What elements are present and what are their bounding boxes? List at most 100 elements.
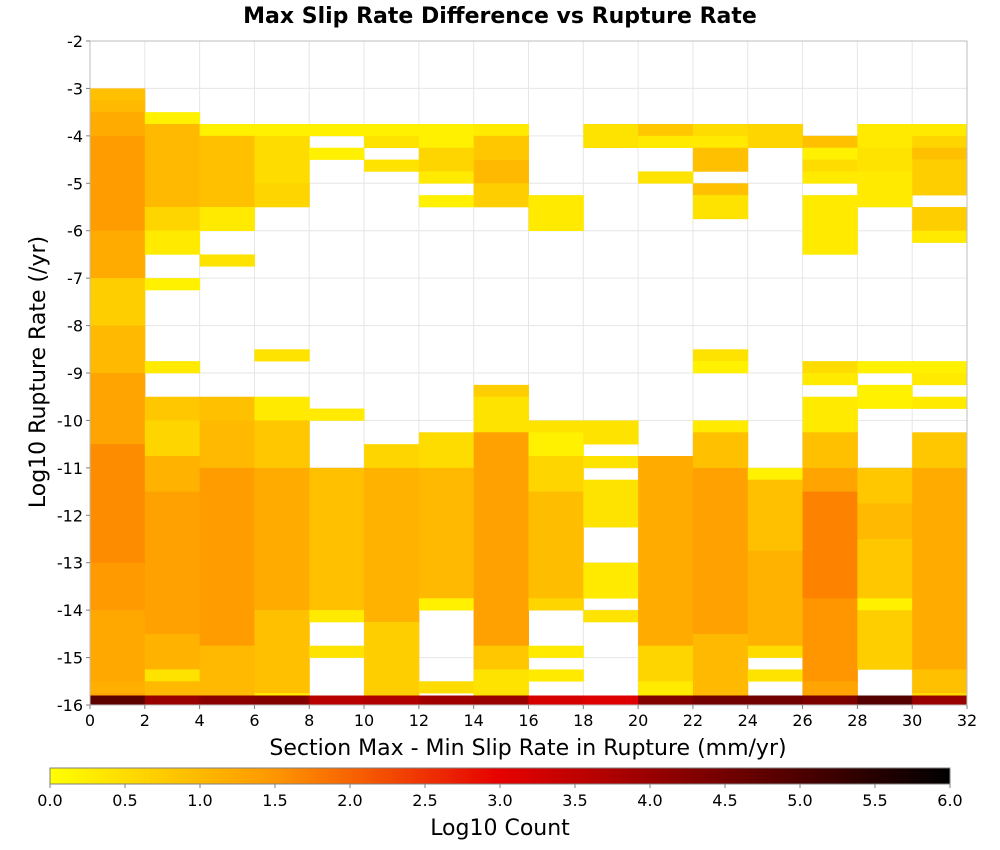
heatmap-cell (583, 610, 639, 623)
heatmap-cell (528, 491, 584, 599)
heatmap-cell (747, 467, 804, 481)
heatmap-cell (692, 124, 749, 137)
colorbar-tick-labels: 0.0 0.5 1.0 1.5 2.0 2.5 3.0 3.5 4.0 4.5 5.0 5.5 6.0 (37, 784, 963, 810)
heatmap-cell (857, 598, 913, 611)
heatmap-cell (857, 503, 913, 540)
heatmap-cell (692, 135, 749, 149)
colorbar-tick-label: 6.0 (937, 791, 962, 810)
heatmap-cell (199, 396, 255, 421)
heatmap-cell (473, 396, 529, 433)
heatmap-cell (418, 681, 475, 694)
heatmap-cell (254, 349, 310, 362)
heatmap-cell-bottom (528, 695, 584, 705)
heatmap-cell (418, 147, 475, 172)
heatmap-cell (692, 467, 749, 635)
heatmap-cell-bottom (747, 695, 804, 705)
y-tick-label: -12 (57, 506, 83, 525)
y-tick-label: -4 (67, 127, 83, 146)
x-tick-label: 20 (628, 711, 648, 730)
x-tick-label: 2 (140, 711, 150, 730)
heatmap-cell (692, 349, 749, 362)
y-tick-label: -3 (67, 79, 83, 98)
heatmap-cell (418, 195, 475, 208)
x-tick-labels: 0 2 4 6 8 10 12 14 16 18 20 22 24 26 28 30 32 (85, 705, 977, 730)
heatmap-cell (747, 124, 804, 149)
heatmap-cell (199, 135, 255, 208)
heatmap-cell-bottom (692, 695, 749, 705)
heatmap-cell (583, 420, 639, 445)
colorbar-tick-label: 3.0 (487, 791, 512, 810)
heatmap-cell (912, 373, 968, 386)
y-tick-label: -9 (67, 364, 83, 383)
heatmap-cell (90, 100, 146, 113)
colorbar-tick-label: 5.0 (787, 791, 812, 810)
heatmap-cell (747, 550, 804, 647)
heatmap-cell (802, 147, 858, 160)
heatmap-cell (857, 124, 913, 149)
y-tick-label: -5 (67, 174, 83, 193)
heatmap-cell (144, 456, 201, 492)
heatmap-cell (254, 610, 310, 694)
heatmap-cell (912, 124, 968, 137)
x-tick-label: 10 (354, 711, 374, 730)
heatmap-cell (309, 408, 365, 421)
heatmap-cell (309, 147, 365, 160)
heatmap-cell-bottom (199, 695, 255, 705)
colorbar-label: Log10 Count (430, 816, 570, 841)
x-axis-label: Section Max - Min Slip Rate in Rupture (… (269, 736, 786, 761)
heatmap-cell (802, 467, 858, 492)
heatmap-cell (418, 598, 475, 611)
heatmap-cell (418, 124, 475, 149)
heatmap-cell (638, 456, 694, 647)
x-tick-label: 18 (573, 711, 593, 730)
heatmap-cell (254, 183, 310, 208)
x-tick-label: 6 (249, 711, 259, 730)
colorbar-tick-label: 3.5 (562, 791, 587, 810)
heatmap-cell (692, 147, 749, 172)
heatmap-cell (309, 645, 365, 658)
heatmap-cell (638, 135, 694, 149)
heatmap-cell (912, 159, 968, 196)
colorbar-tick-label: 1.5 (262, 791, 287, 810)
heatmap-cell (90, 112, 146, 137)
heatmap-cell (747, 479, 804, 552)
x-tick-label: 24 (738, 711, 758, 730)
heatmap-cell (473, 645, 529, 670)
heatmap-cell (912, 467, 968, 670)
x-tick-label: 28 (847, 711, 867, 730)
heatmap-cell (473, 183, 529, 208)
y-axis-label: Log10 Rupture Rate (/yr) (26, 236, 51, 508)
heatmap-cell (144, 230, 201, 255)
heatmap-cell (912, 207, 968, 232)
heatmap-cell (144, 633, 201, 670)
heatmap-cell (254, 135, 310, 184)
x-tick-label: 14 (464, 711, 484, 730)
heatmap-cell (144, 491, 201, 635)
heatmap-cell (254, 467, 310, 611)
heatmap-cell (418, 171, 475, 184)
heatmap-cell (857, 183, 913, 208)
heatmap-cell-bottom (638, 695, 694, 705)
heatmap-cell (90, 278, 146, 326)
colorbar-tick-label: 0.5 (112, 791, 137, 810)
heatmap-cell (199, 207, 255, 232)
colorbar-tick-label: 5.5 (862, 791, 887, 810)
heatmap-cell (90, 562, 146, 611)
heatmap-cell-bottom (583, 695, 639, 705)
heatmap-cells (90, 88, 968, 706)
colorbar-tick-label: 4.5 (712, 791, 737, 810)
colorbar-tick-label: 2.5 (412, 791, 437, 810)
heatmap-cell (473, 432, 529, 647)
heatmap-cell-bottom (254, 695, 310, 705)
heatmap-cell (144, 124, 201, 208)
heatmap-cell (528, 598, 584, 611)
heatmap-cell (90, 681, 146, 694)
heatmap-cell (857, 147, 913, 172)
colorbar (49, 767, 951, 785)
heatmap-cell (802, 171, 858, 184)
heatmap-cell (528, 669, 584, 682)
heatmap-cell (144, 112, 201, 125)
heatmap-cell (912, 135, 968, 149)
heatmap-cell (528, 432, 584, 457)
